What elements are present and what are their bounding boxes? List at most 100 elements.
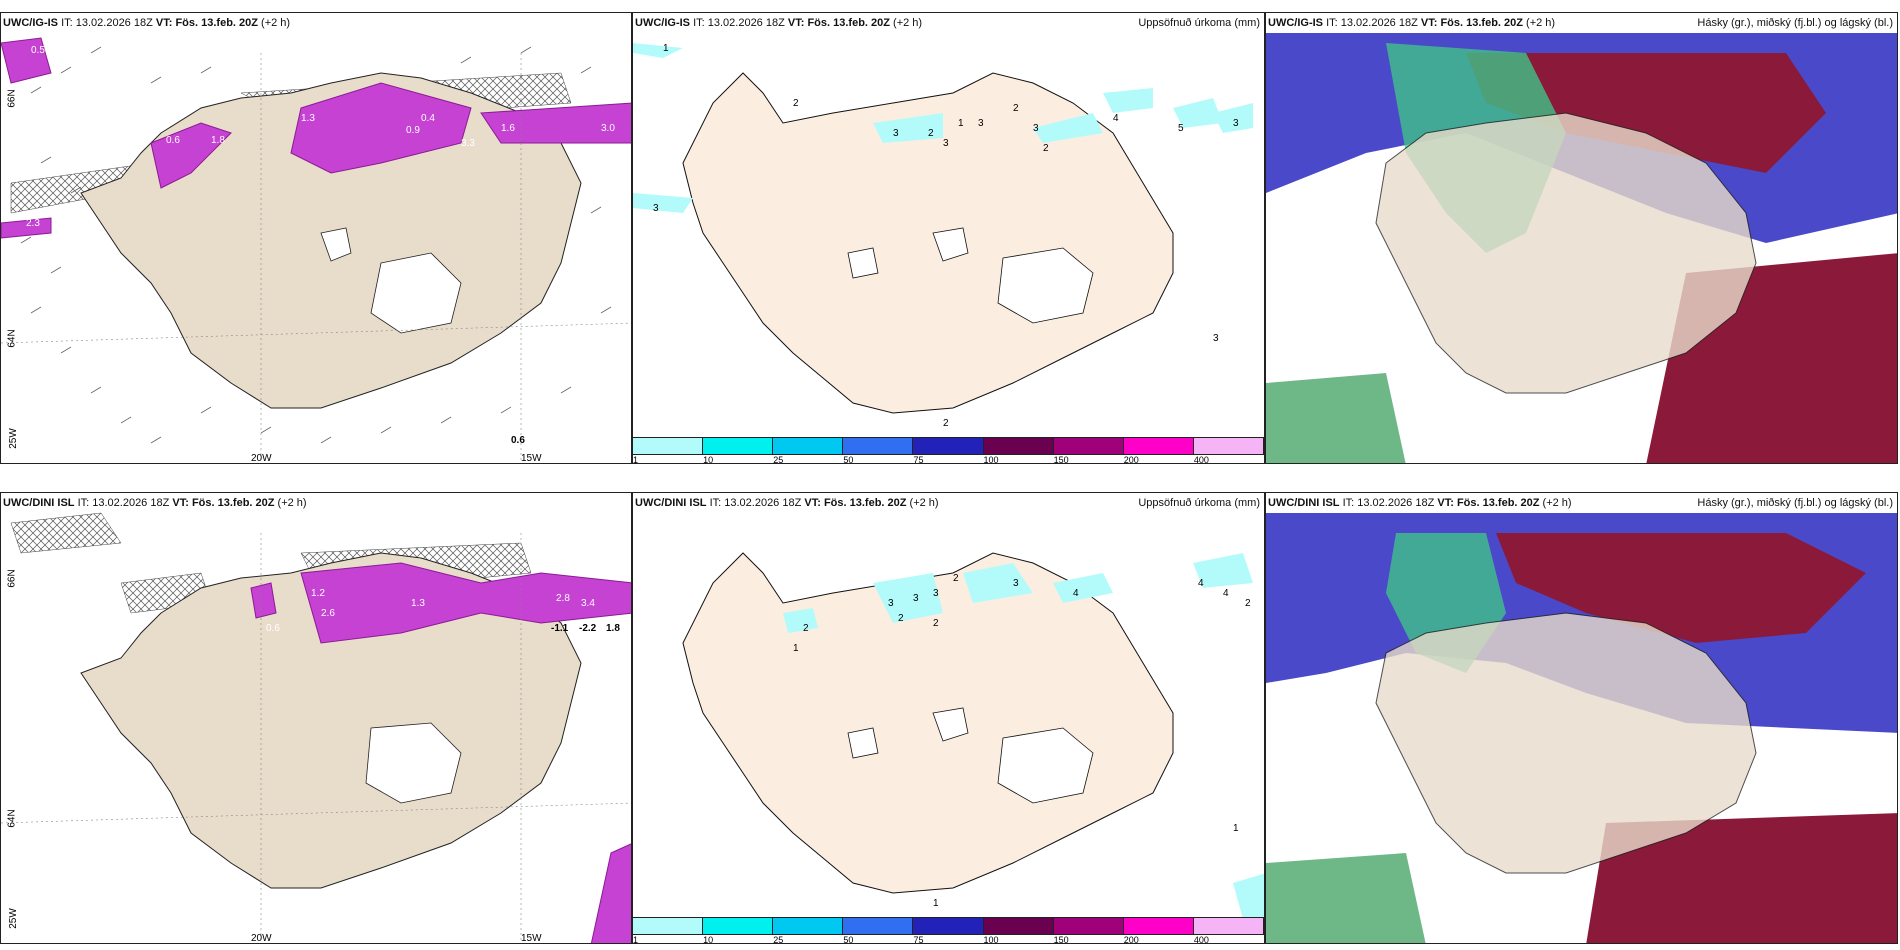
colorbar-cell [983,438,1054,454]
colorbar-label: 200 [1123,455,1139,464]
lon-label: 20W [251,453,272,464]
cloud-mid [1466,53,1826,173]
colorbar-cell [843,918,914,934]
iceland-land [1375,112,1757,394]
ice-label: 1.8 [211,135,225,146]
ice-label: 3.3 [461,138,475,149]
iceland-land [1375,612,1757,874]
colorbar-label: 1 [633,935,639,944]
map-canvas [1,512,631,943]
precip-label: 2 [793,98,799,109]
ice-label: 3.0 [601,123,615,134]
precip-label: 1 [1233,823,1239,834]
colorbar-label: 400 [1193,935,1209,944]
colorbar-cell [773,438,844,454]
panel-header: UWC/DINI ISL IT: 13.02.2026 18Z VT: Fös.… [1268,497,1572,509]
colorbar-label: 150 [1053,935,1069,944]
map-canvas [1266,33,1897,463]
precip-label: 3 [1033,123,1039,134]
panel-title: Uppsöfnuð úrkoma (mm) [1138,497,1260,509]
panel-title: Uppsöfnuð úrkoma (mm) [1138,17,1260,29]
colorbar-label: 100 [983,935,999,944]
colorbar-cell [1053,438,1124,454]
ice-label: 2.6 [321,608,335,619]
map-canvas [682,552,1264,919]
glacier [320,227,462,334]
ice-accretion-purple [1,37,631,239]
panel-dini-wind-ice: UWC/DINI ISL IT: 13.02.2026 18Z VT: Fös.… [0,492,632,944]
precip-label: 1 [958,118,964,129]
edge-label: 25W [7,908,19,929]
colorbar-label: 100 [983,455,999,464]
lat-label: 64N [6,329,18,348]
colorbar-label: 400 [1193,455,1209,464]
colorbar-label: 200 [1123,935,1139,944]
ice-label: 0.4 [421,113,435,124]
precip-label: 2 [953,573,959,584]
ice-label: 2.8 [556,593,570,604]
colorbar-label: 10 [703,455,714,464]
precip-label: 4 [1073,588,1079,599]
lat-label: 66N [6,569,18,588]
colorbar-label: 75 [913,935,924,944]
colorbar-cell [773,918,844,934]
precip-label: 1 [933,898,939,909]
cloud-mid-2 [1586,813,1897,943]
precip-label: 2 [898,613,904,624]
colorbar-cell [1193,438,1264,454]
precip-label: 2 [928,128,934,139]
ice-label: 0.6 [511,435,525,446]
precip-label: 4 [1198,578,1204,589]
colorbar-label: 50 [843,455,854,464]
panel-header: UWC/IG-IS IT: 13.02.2026 18Z VT: Fös. 13… [635,17,923,29]
lat-label: 66N [6,89,18,108]
precip-label: 5 [1178,123,1184,134]
precip-label: 1 [663,43,669,54]
colorbar-cell [703,918,774,934]
map-canvas [633,43,1253,414]
colorbar-label: 25 [773,455,784,464]
precip-label: 3 [1233,118,1239,129]
precip-label: 3 [943,138,949,149]
ice-label: 1.6 [501,123,515,134]
precip-label: 3 [933,588,939,599]
precip-label: 3 [893,128,899,139]
colorbar-cell [1123,438,1194,454]
colorbar-cell [843,438,914,454]
cloud-low-2 [1266,373,1406,463]
panel-title: Hásky (gr.), miðský (fj.bl.) og lágský (… [1697,497,1893,509]
precip-label: 3 [1013,578,1019,589]
colorbar-label: 75 [913,455,924,464]
ice-label: 1.2 [311,588,325,599]
ice-label: 3.4 [581,598,595,609]
cloud-mid [1496,533,1866,643]
colorbar-label: 50 [843,935,854,944]
ice-label: 0.5 [31,45,45,56]
precip-label: 3 [653,203,659,214]
ice-accretion-purple [250,562,631,943]
precip-label: 2 [1013,103,1019,114]
lon-label: 15W [521,933,542,944]
panel-dini-precip: UWC/DINI ISL IT: 13.02.2026 18Z VT: Fös.… [632,492,1265,944]
colorbar-label: 1 [633,455,639,464]
colorbar-label: 25 [773,935,784,944]
precip-label: 2 [1245,598,1251,609]
colorbar-cell [633,918,704,934]
iceland-land [682,552,1174,894]
colorbar-cell [913,918,984,934]
precip-label: 2 [803,623,809,634]
edge-label: 25W [7,428,19,449]
panel-header: UWC/DINI ISL IT: 13.02.2026 18Z VT: Fös.… [635,497,939,509]
panel-header: UWC/DINI ISL IT: 13.02.2026 18Z VT: Fös.… [3,497,307,509]
lat-label: 64N [6,809,18,828]
glacier [847,227,1094,324]
precip-label: 2 [943,418,949,429]
colorbar-cell [1193,918,1264,934]
precip-label: 1 [793,643,799,654]
colorbar-cell [913,438,984,454]
colorbar-cell [703,438,774,454]
precip-cyan [633,43,1253,213]
panel-dini-clouds: UWC/DINI ISL IT: 13.02.2026 18Z VT: Fös.… [1265,492,1898,944]
precip-label: 2 [933,618,939,629]
ice-label: 1.3 [411,598,425,609]
